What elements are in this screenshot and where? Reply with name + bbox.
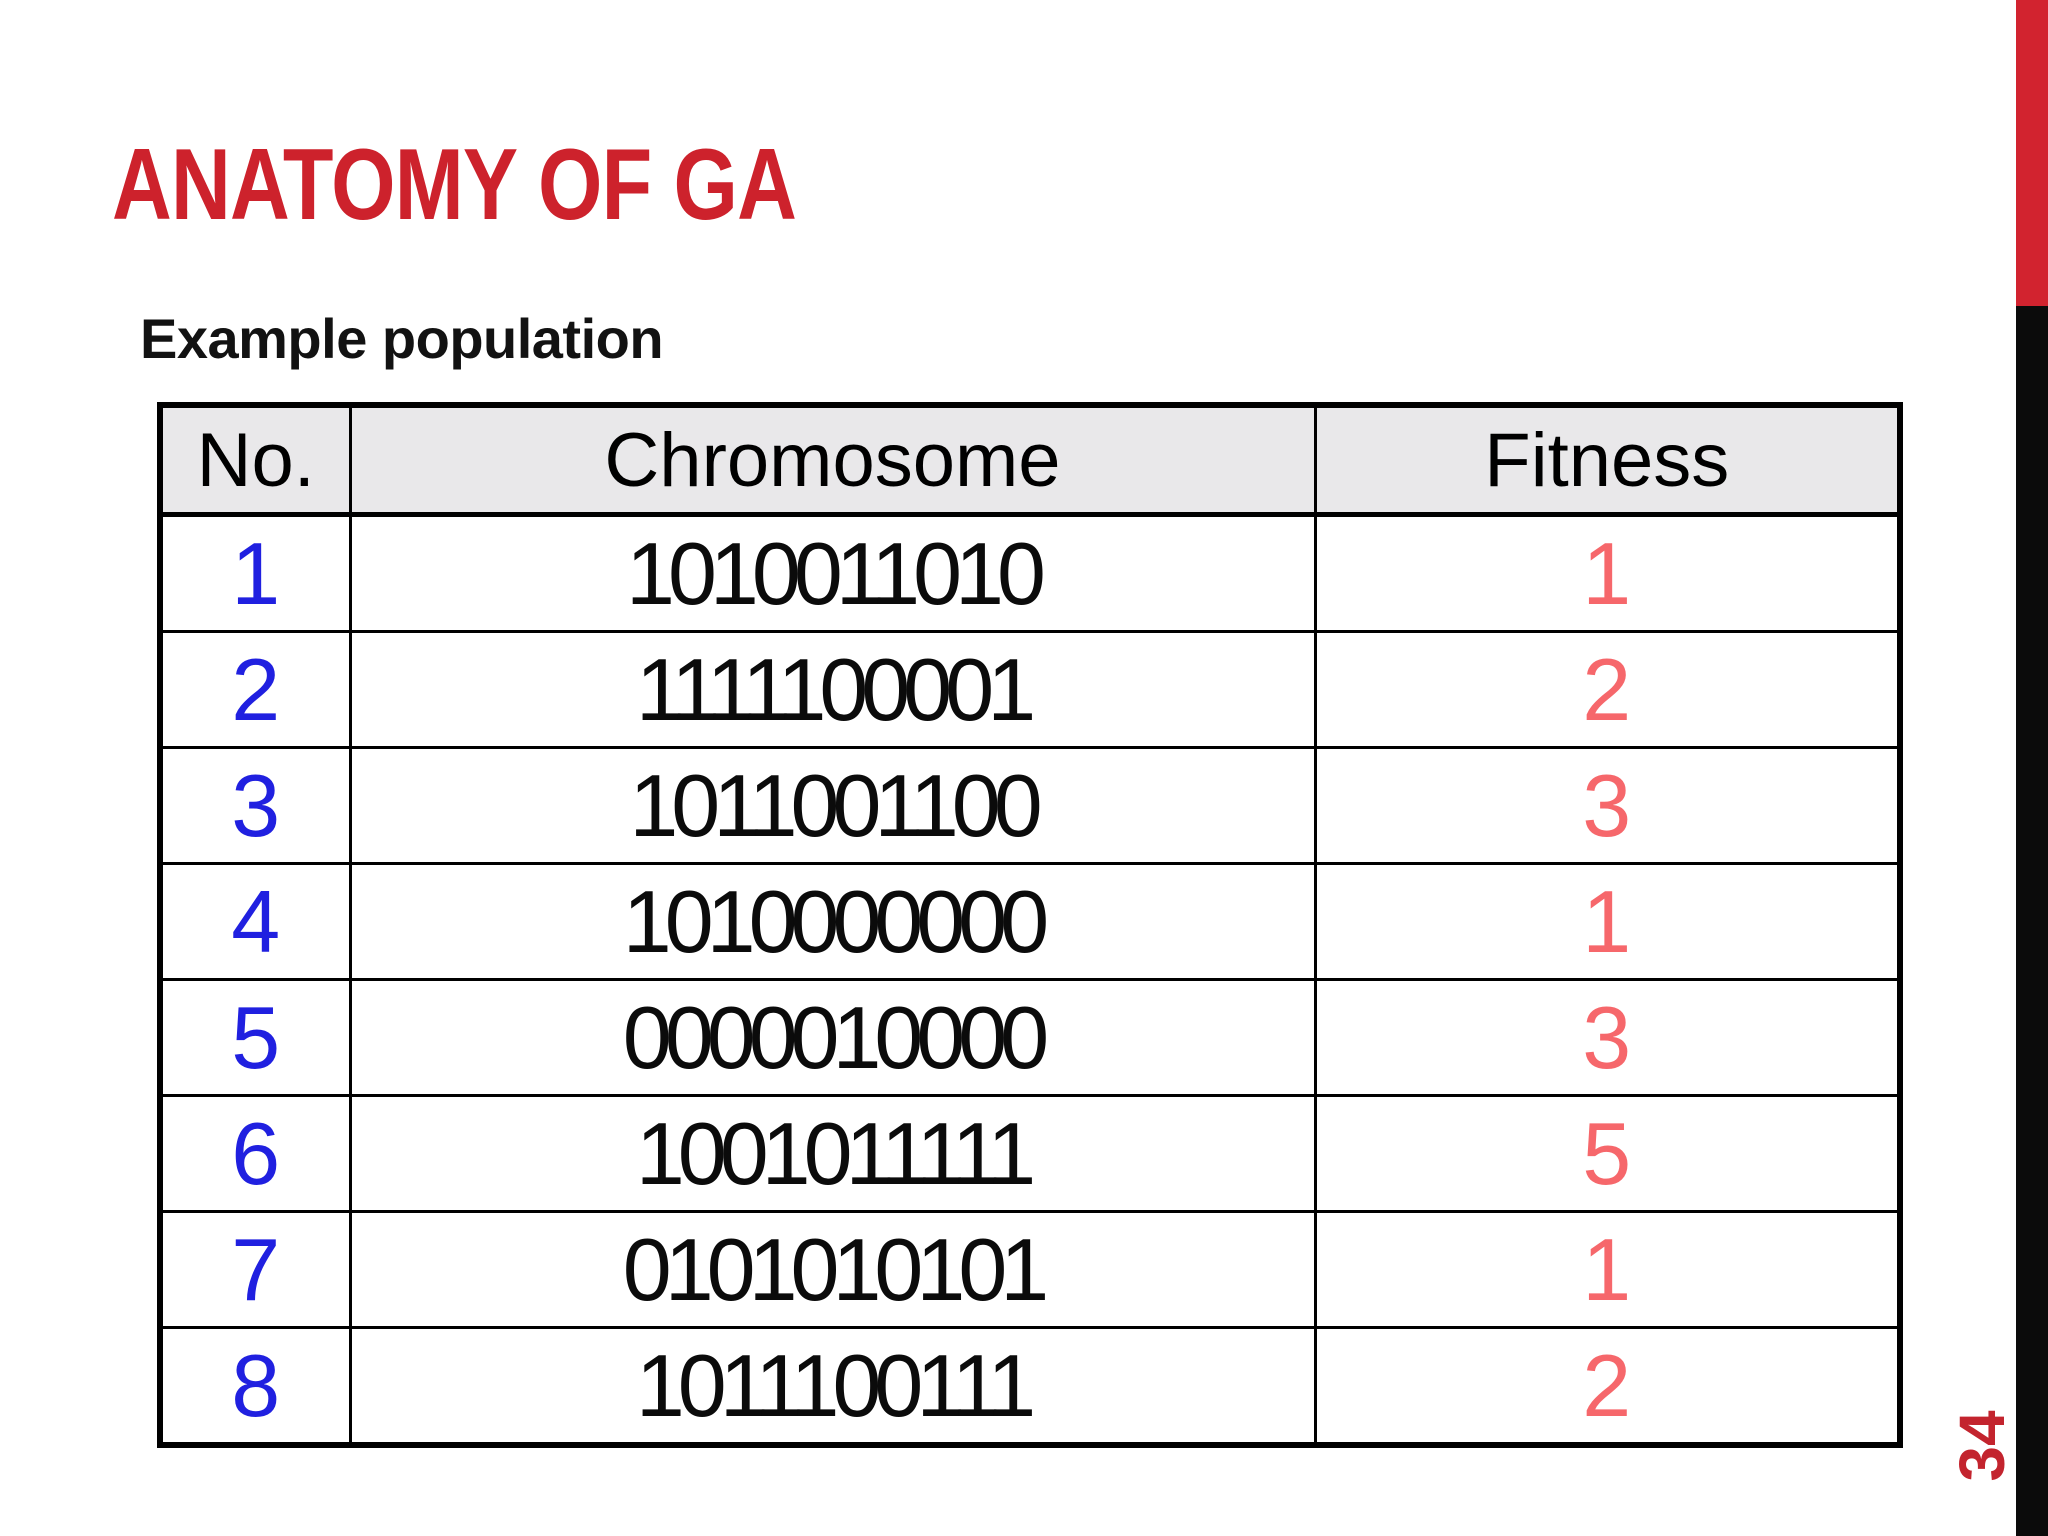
accent-bar-red [2016,0,2048,306]
chromosome-cell: 1111100001 [348,630,1317,749]
chromosome-cell: 1010000000 [348,862,1317,981]
chromosome-cell: 1010011010 [348,513,1317,633]
fitness-cell: 2 [1313,1326,1902,1447]
accent-bar-black [2016,306,2048,1536]
chromosome-cell: 1011100111 [348,1326,1317,1447]
chromosome-cell: 0000010000 [348,978,1317,1097]
fitness-cell: 1 [1313,513,1902,633]
population-table: No. Chromosome Fitness 1 1010011010 1 2 … [157,402,1903,1448]
fitness-cell: 3 [1313,978,1902,1097]
column-header-no: No. [158,403,352,517]
fitness-cell: 1 [1313,862,1902,981]
table-row: 2 1111100001 2 [158,630,1902,749]
chromosome-cell: 0101010101 [348,1210,1317,1329]
row-number-cell: 8 [158,1326,352,1447]
fitness-cell: 5 [1313,1094,1902,1213]
table-row: 7 0101010101 1 [158,1210,1902,1329]
table-row: 4 1010000000 1 [158,862,1902,981]
fitness-cell: 2 [1313,630,1902,749]
chromosome-cell: 1011001100 [348,746,1317,865]
slide-subtitle: Example population [140,307,664,371]
fitness-cell: 3 [1313,746,1902,865]
row-number-cell: 1 [158,513,352,633]
table-row: 6 1001011111 5 [158,1094,1902,1213]
slide-title-text: ANATOMY OF GA [112,128,797,241]
fitness-cell: 1 [1313,1210,1902,1329]
page-number: 34 [1946,1410,2018,1482]
slide-title: ANATOMY OF GA [112,132,946,238]
table-row: 1 1010011010 1 [158,513,1902,633]
row-number-cell: 2 [158,630,352,749]
row-number-cell: 6 [158,1094,352,1213]
row-number-cell: 5 [158,978,352,1097]
column-header-fitness: Fitness [1313,403,1902,517]
table-row: 3 1011001100 3 [158,746,1902,865]
table-row: 5 0000010000 3 [158,978,1902,1097]
table-row: 8 1011100111 2 [158,1326,1902,1447]
table-header-row: No. Chromosome Fitness [158,403,1902,517]
column-header-chromosome: Chromosome [348,403,1317,517]
row-number-cell: 3 [158,746,352,865]
row-number-cell: 4 [158,862,352,981]
row-number-cell: 7 [158,1210,352,1329]
chromosome-cell: 1001011111 [348,1094,1317,1213]
